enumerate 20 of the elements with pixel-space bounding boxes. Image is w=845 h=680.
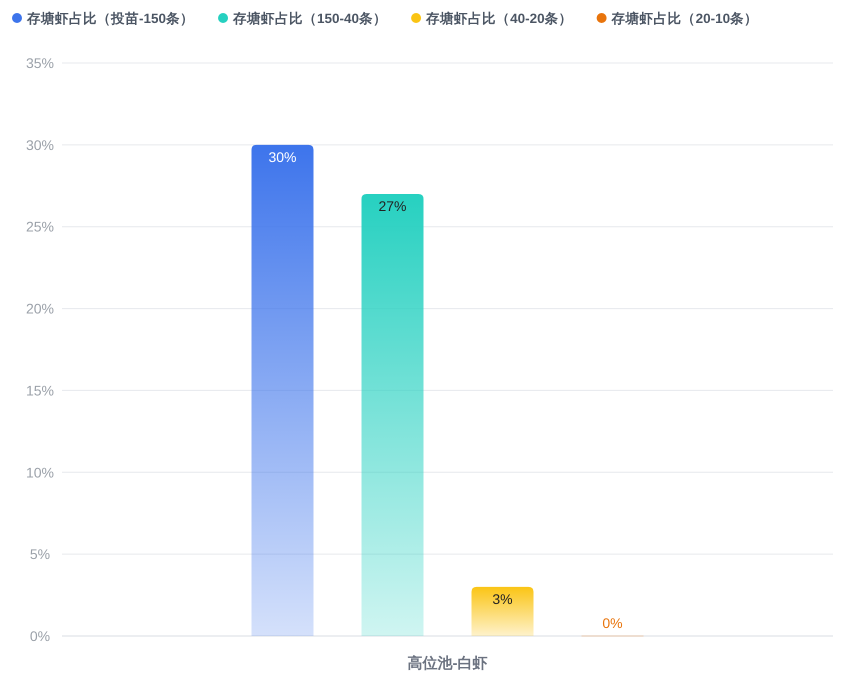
bar [472, 586, 534, 636]
legend-label: 存塘虾占比（150-40条） [232, 10, 388, 26]
x-tick-label: 高位池-白虾 [408, 654, 488, 672]
legend-label: 存塘虾占比（20-10条） [610, 10, 758, 26]
data-label: 30% [268, 148, 297, 165]
legend-label: 存塘虾占比（投苗-150条） [26, 10, 194, 26]
bar [252, 144, 314, 636]
data-label: 3% [492, 590, 513, 607]
y-tick-label: 30% [26, 136, 54, 153]
legend-label: 存塘虾占比（40-20条） [425, 10, 573, 26]
data-label: 27% [378, 198, 407, 214]
y-tick-label: 0% [30, 628, 50, 644]
data-label: 0% [602, 615, 623, 631]
y-tick-label: 15% [26, 382, 54, 398]
y-tick-label: 10% [26, 464, 54, 480]
y-tick-label: 20% [26, 300, 54, 317]
bar [362, 194, 424, 636]
y-tick-label: 5% [30, 546, 50, 562]
y-tick-label: 25% [26, 218, 54, 235]
y-tick-label: 35% [26, 55, 54, 71]
